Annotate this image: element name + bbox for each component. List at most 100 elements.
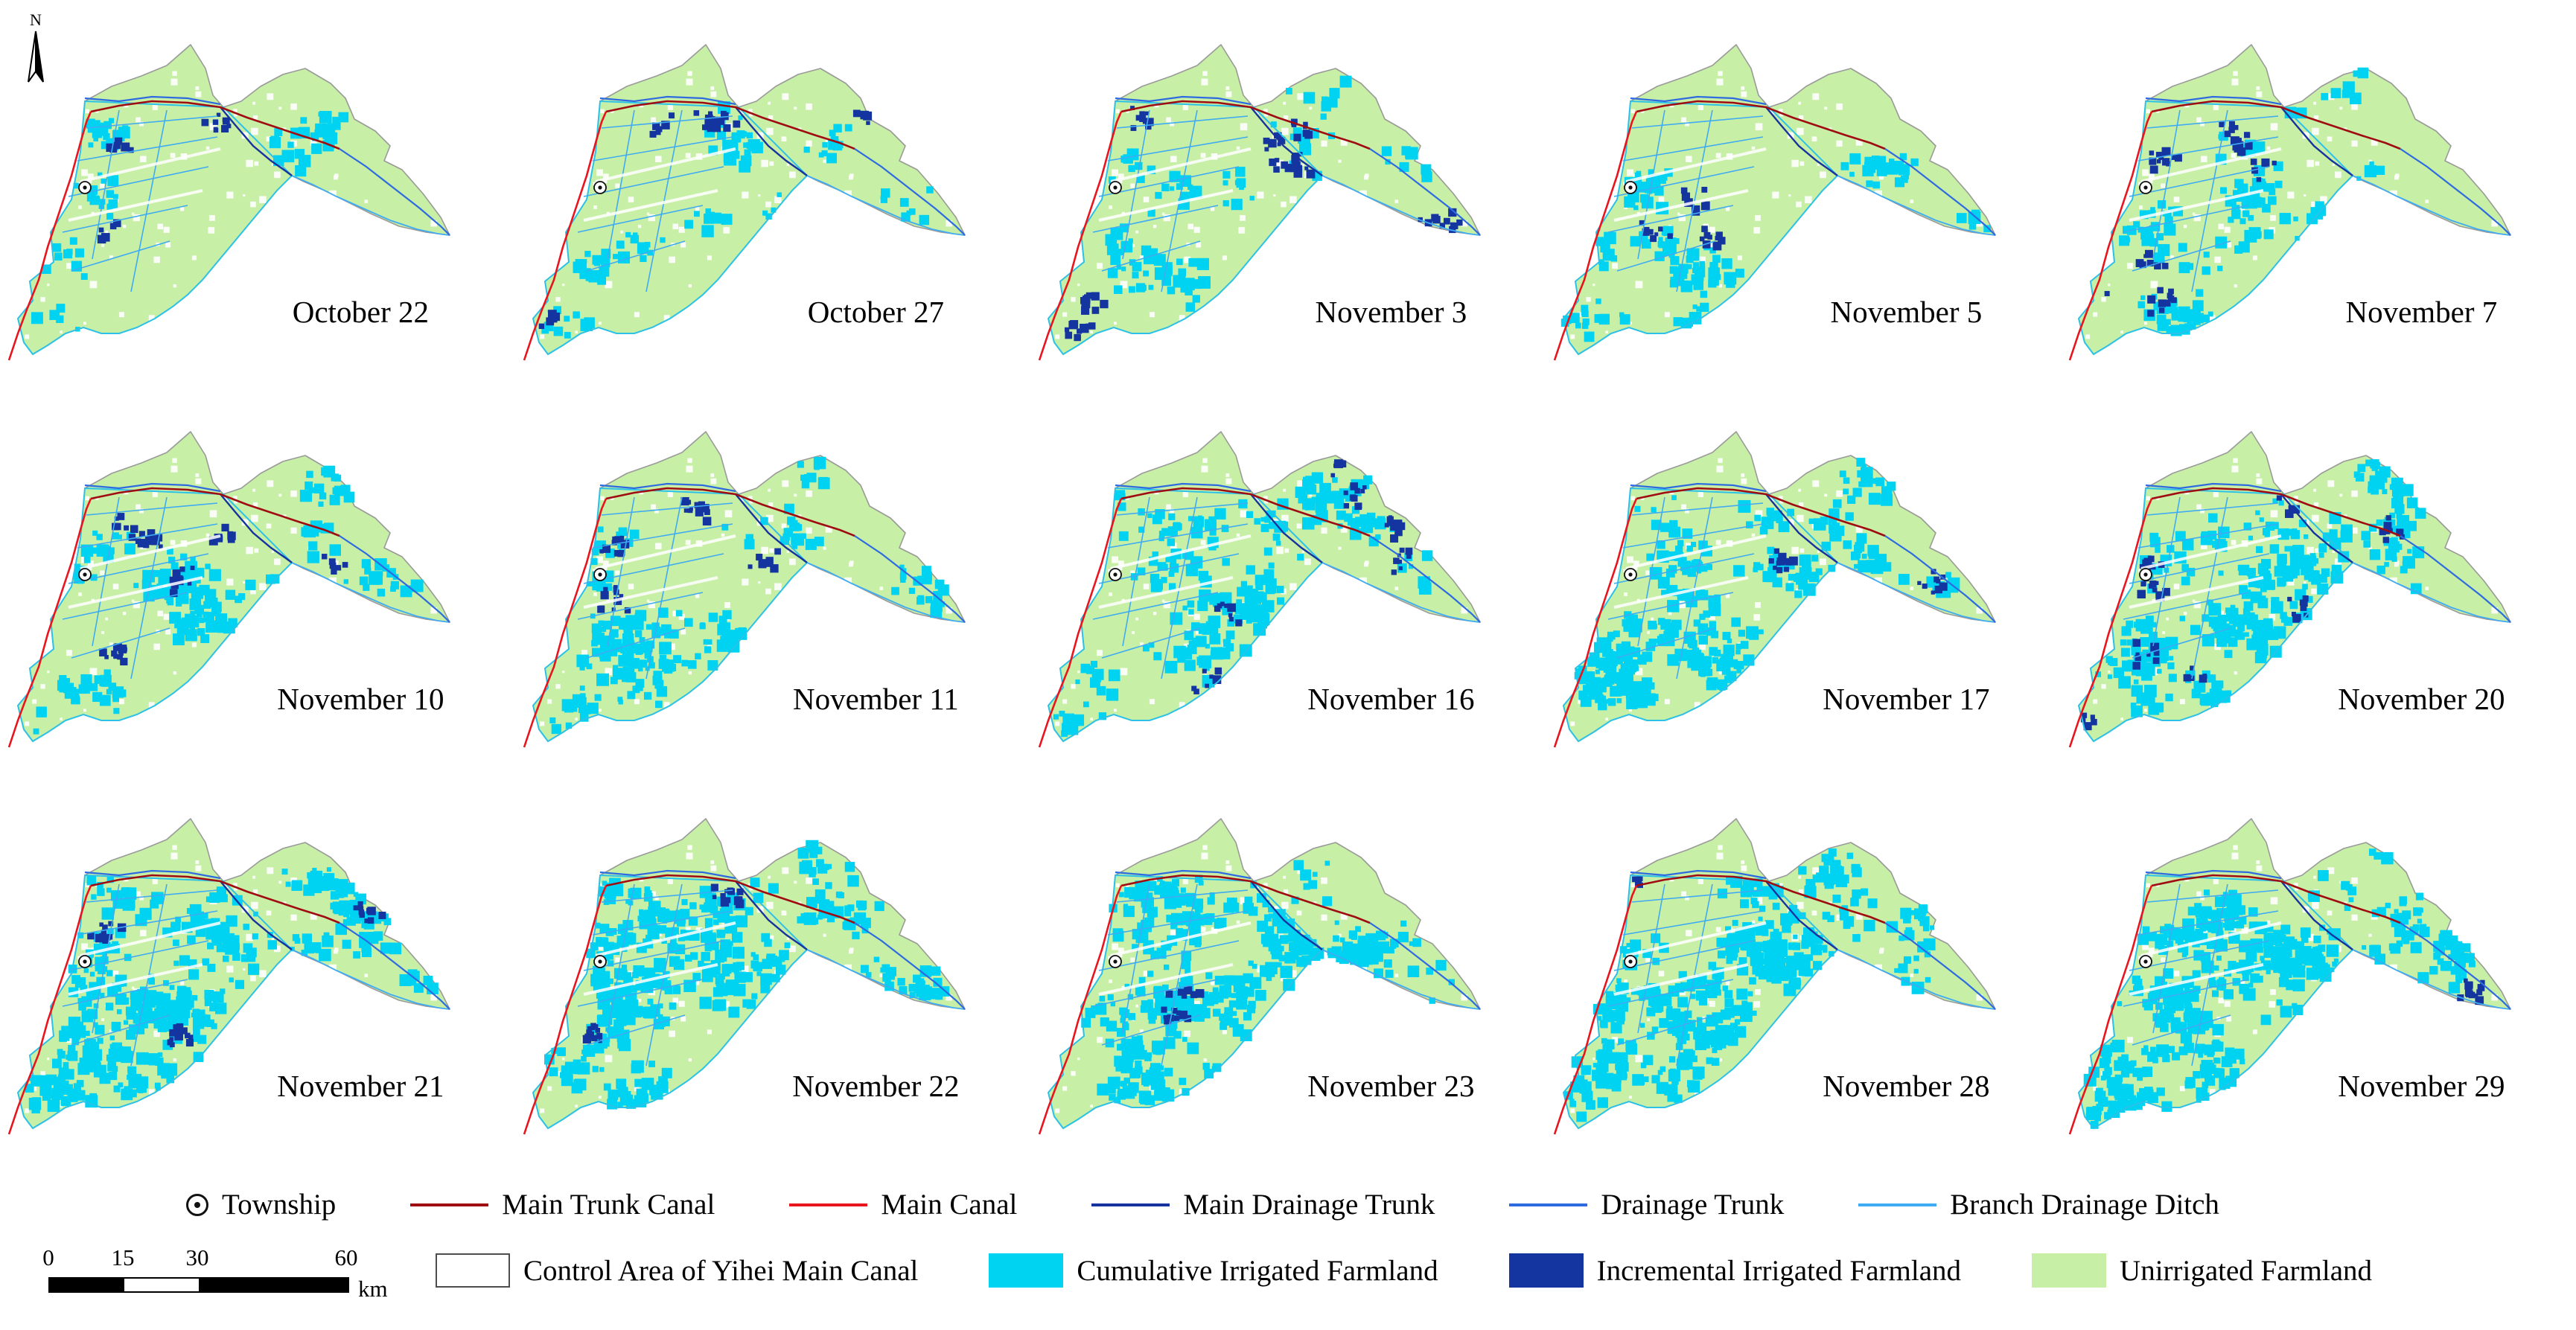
field-road-lines (583, 534, 736, 609)
incremental-irrigated-patches (1191, 459, 1413, 694)
map-svg (2068, 44, 2511, 361)
township-marker (78, 181, 92, 194)
main-trunk-canal-line (1120, 874, 1371, 924)
main-drainage-trunk-line (1250, 880, 1323, 950)
main-trunk-canal-line (1120, 487, 1371, 537)
nonfarmland-speckle (1055, 71, 1467, 339)
township-marker (1624, 568, 1637, 581)
legend-item-control-area: Control Area of Yihei Main Canal (436, 1253, 918, 1288)
drainage-trunk-line (84, 95, 221, 106)
legend-label: Main Drainage Trunk (1183, 1189, 1435, 1221)
drainage-trunk-line (1884, 148, 1996, 236)
drainage-trunk-line (854, 148, 966, 236)
drainage-trunk-line (599, 869, 736, 880)
township-marker (1109, 181, 1122, 194)
legend-row-lines: Township Main Trunk Canal Main Canal Main D… (186, 1188, 2219, 1221)
drainage-trunk-line (2400, 535, 2511, 623)
drainage-trunk-line (1630, 869, 1767, 880)
main-trunk-canal-line (605, 100, 855, 150)
main-drainage-trunk-line (220, 106, 293, 176)
drainage-trunk-line (339, 148, 450, 236)
drainage-trunk-line (854, 922, 966, 1010)
scale-bar-segment (124, 1279, 199, 1291)
drainage-trunk-line (84, 482, 221, 493)
main-canal-line (2068, 498, 2153, 748)
township-marker (1624, 181, 1637, 194)
legend-label: Cumulative Irrigated Farmland (1077, 1254, 1438, 1287)
drainage-trunk-line (1884, 535, 1996, 623)
control-area-area-swatch (436, 1253, 510, 1288)
main-trunk-canal-line (2151, 874, 2401, 924)
legend-item-incremental: Incremental Irrigated Farmland (1508, 1253, 1962, 1288)
field-road-lines (1613, 147, 1767, 222)
map-panel-date-label: November 29 (2338, 1069, 2505, 1104)
township-marker (593, 955, 607, 968)
map-panel-date-label: November 5 (1830, 295, 1983, 330)
township-marker (2139, 181, 2152, 194)
map-panel-date-label: November 3 (1315, 295, 1467, 330)
legend: Township Main Trunk Canal Main Canal Main D… (0, 1161, 2576, 1330)
map-svg (1038, 431, 1481, 748)
township-marker (1109, 955, 1122, 968)
branch-drainage-ditch-lines (1607, 496, 1996, 680)
branch-drainage-ditch-lines (577, 883, 966, 1067)
branch-drainage-ditch-line-swatch (1858, 1203, 1937, 1206)
map-panel: November 16 (1030, 387, 1546, 774)
map-panel-date-label: November 28 (1823, 1069, 1990, 1104)
drainage-trunk-line (1630, 482, 1767, 493)
map-panel: November 11 (515, 387, 1030, 774)
map-svg (523, 44, 966, 361)
map-svg (7, 431, 450, 748)
scale-tick: 60 (334, 1244, 358, 1270)
legend-label: Unirrigated Farmland (2120, 1254, 2373, 1287)
branch-drainage-ditch-lines (2123, 496, 2511, 680)
main-drainage-trunk-line (1250, 106, 1323, 176)
main-drainage-trunk-line (1765, 106, 1838, 176)
main-trunk-canal-line (2151, 487, 2401, 537)
map-panel-date-label: November 17 (1823, 682, 1990, 717)
field-road-lines (68, 534, 221, 609)
drainage-trunk-line (2400, 922, 2511, 1010)
township-marker (78, 568, 92, 581)
legend-label: Drainage Trunk (1601, 1189, 1785, 1221)
main-canal-line (1553, 885, 1638, 1135)
township-marker (1109, 568, 1122, 581)
map-panel: November 7 (2061, 0, 2576, 387)
unirrigated-area-swatch (2032, 1253, 2107, 1288)
scale-bar-segment (50, 1279, 124, 1291)
main-drainage-trunk-line (1765, 493, 1838, 563)
field-road-lines (1098, 147, 1252, 222)
main-trunk-canal-line (1636, 100, 1886, 150)
legend-item-main-trunk-canal: Main Trunk Canal (410, 1188, 715, 1221)
drainage-trunk-line (2145, 95, 2282, 106)
map-svg (523, 818, 966, 1135)
legend-label: Incremental Irrigated Farmland (1596, 1254, 1962, 1287)
main-canal-line (523, 111, 608, 361)
field-road-lines (583, 921, 736, 996)
map-panel: November 29 (2061, 774, 2576, 1161)
legend-item-main-canal: Main Canal (789, 1188, 1017, 1221)
map-panel: November 20 (2061, 387, 2576, 774)
main-canal-line (523, 885, 608, 1135)
drainage-trunk-line (1369, 535, 1481, 623)
legend-item-main-drainage-trunk: Main Drainage Trunk (1091, 1188, 1435, 1221)
main-canal-line (1038, 498, 1123, 748)
map-svg (2068, 818, 2511, 1135)
main-trunk-canal-line (90, 100, 340, 150)
map-svg (7, 818, 450, 1135)
main-trunk-canal-line (605, 487, 855, 537)
main-canal-line (7, 498, 92, 748)
branch-drainage-ditch-lines (62, 496, 450, 680)
scale-tick: 0 (42, 1244, 54, 1270)
main-drainage-trunk-line (220, 880, 293, 950)
scale-bar-segment (199, 1279, 348, 1291)
map-panel: November 22 (515, 774, 1030, 1161)
main-drainage-trunk-line (220, 493, 293, 563)
drainage-trunk-line (339, 535, 450, 623)
cumulative-area-swatch (989, 1253, 1064, 1288)
main-drainage-trunk-line (735, 880, 808, 950)
incremental-irrigated-patches (97, 112, 232, 244)
field-road-lines (2129, 534, 2282, 609)
main-trunk-canal-line (1636, 487, 1886, 537)
main-drainage-trunk-line (735, 493, 808, 563)
